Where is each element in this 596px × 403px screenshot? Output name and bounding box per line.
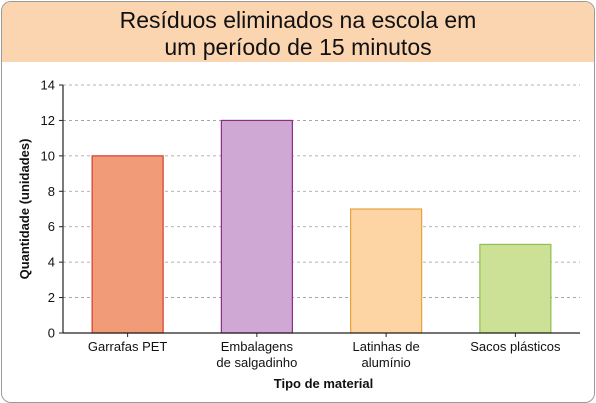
y-tick-label: 6 (48, 219, 55, 234)
bar (220, 119, 293, 334)
x-tick-label: Embalagens (221, 339, 294, 354)
x-tick-label: Sacos plásticos (470, 339, 561, 354)
y-tick-label: 2 (48, 290, 55, 305)
y-tick-label: 12 (41, 113, 55, 128)
x-tick-label: alumínio (362, 355, 411, 370)
x-tick-label: Garrafas PET (88, 339, 168, 354)
y-tick-label: 10 (41, 148, 55, 163)
bar (91, 155, 164, 334)
y-tick-label: 0 (48, 326, 55, 341)
y-tick-label: 4 (48, 255, 55, 270)
x-tick-label: Latinhas de (353, 339, 420, 354)
bar (479, 243, 552, 334)
x-axis-title: Tipo de material (274, 376, 373, 391)
chart-title-line-2: um período de 15 minutos (164, 34, 432, 60)
y-tick-label: 14 (41, 78, 55, 93)
chart-title-line-1: Resíduos eliminados na escola em (119, 7, 477, 33)
bar (350, 208, 423, 334)
y-tick-label: 8 (48, 184, 55, 199)
title-band: Resíduos eliminados na escola em um perí… (2, 2, 594, 62)
x-tick-label: de salgadinho (216, 355, 297, 370)
y-axis-title: Quantidade (unidades) (17, 139, 32, 280)
